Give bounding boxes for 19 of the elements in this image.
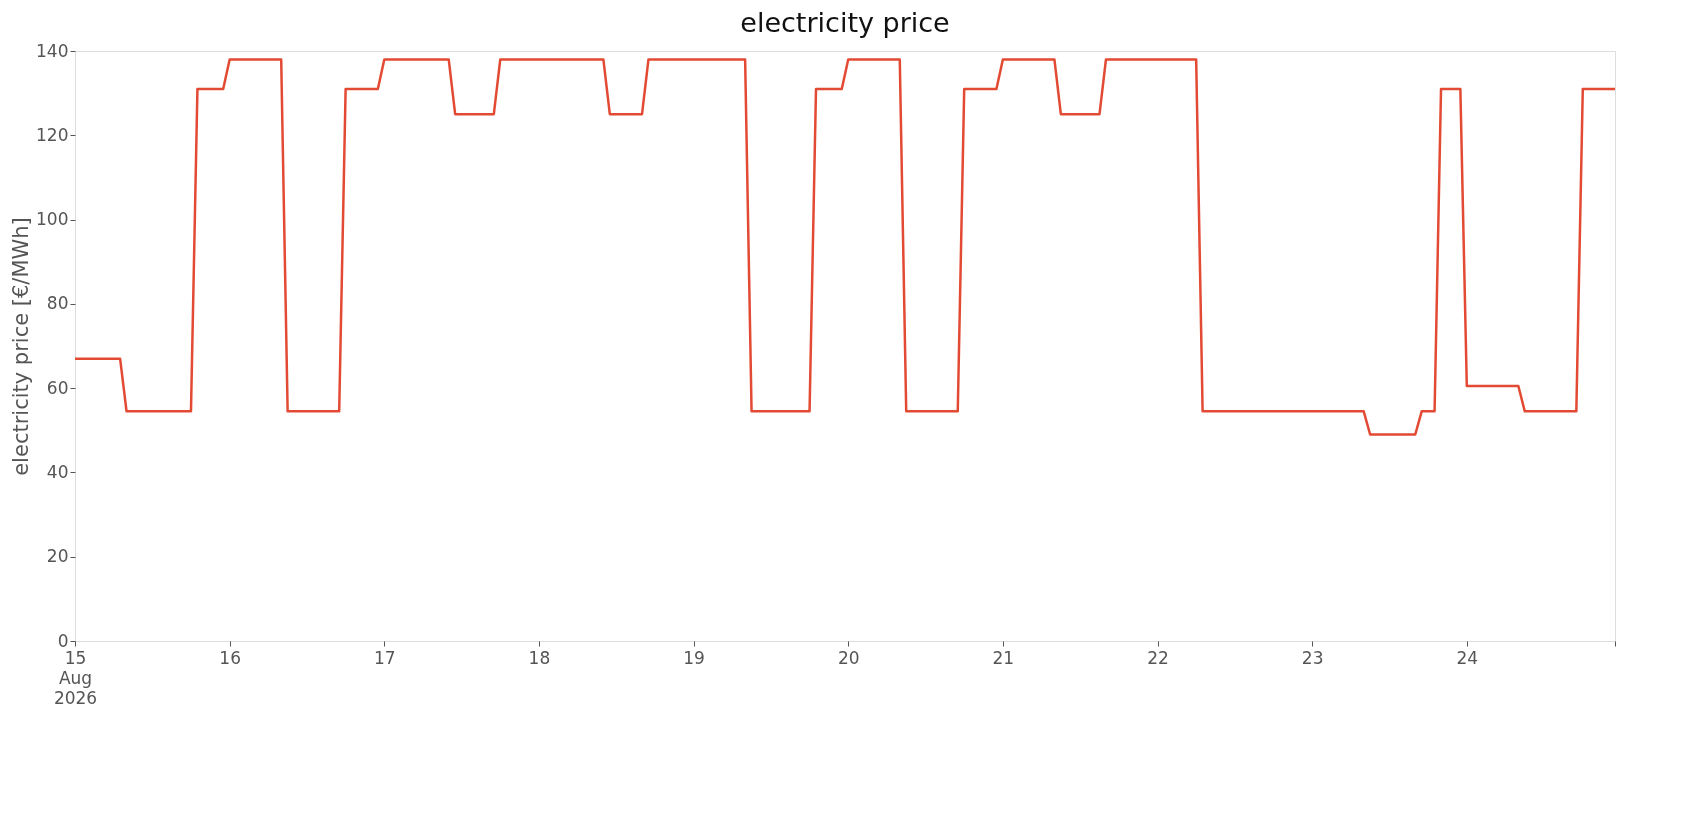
chart-title: electricity price xyxy=(740,7,950,38)
y-tick-label: 20 xyxy=(46,546,69,567)
x-tick-label: 20 xyxy=(837,647,860,668)
y-tick-label: 40 xyxy=(46,461,69,482)
x-tick-label: 16 xyxy=(219,647,241,668)
x-tick-label: 24 xyxy=(1456,647,1479,668)
y-tick-label: 100 xyxy=(36,209,69,230)
x-tick-label: 17 xyxy=(373,647,396,668)
y-tick-label: 140 xyxy=(36,40,69,61)
line-series xyxy=(73,58,1617,436)
y-axis-title: electricity price [€/MWh] xyxy=(9,217,34,476)
y-tick-label: 60 xyxy=(46,377,69,398)
y-tick-label: 120 xyxy=(36,124,69,145)
x-tick-label: 19 xyxy=(683,647,705,668)
x-tick-label: 22 xyxy=(1147,647,1169,668)
x-tick-label: 23 xyxy=(1301,647,1324,668)
x-tick-label: 18 xyxy=(528,647,551,668)
x-tick-label: 21 xyxy=(992,647,1015,668)
y-tick-label: 80 xyxy=(46,293,69,314)
